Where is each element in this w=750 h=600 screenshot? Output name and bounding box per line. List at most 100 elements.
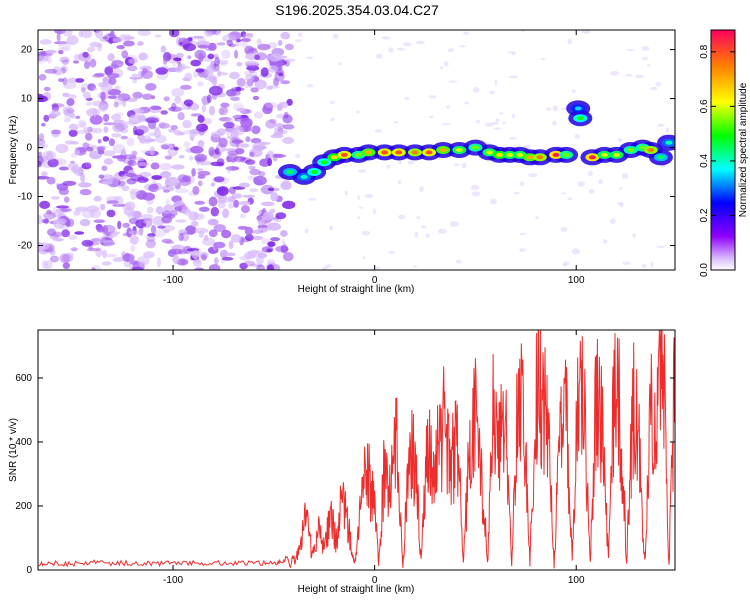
colorbar-label: Normalized spectral amplitude xyxy=(738,82,749,217)
noise-blob xyxy=(149,146,155,156)
noise-blob xyxy=(242,194,256,198)
noise-blob xyxy=(52,231,62,238)
noise-blob xyxy=(278,72,284,77)
noise-blob xyxy=(145,83,157,91)
noise-blob xyxy=(128,114,142,125)
noise-blob xyxy=(126,178,137,185)
signal-peak xyxy=(355,152,362,157)
noise-blob xyxy=(275,123,284,128)
noise-blob xyxy=(182,43,197,52)
noise-blob xyxy=(92,87,98,92)
noise-blob xyxy=(490,198,497,205)
noise-blob xyxy=(187,55,192,60)
noise-blob xyxy=(161,238,173,244)
noise-blob xyxy=(126,97,138,103)
noise-blob xyxy=(75,206,88,212)
noise-blob xyxy=(169,30,180,38)
noise-blob xyxy=(112,257,126,262)
noise-blob xyxy=(92,74,105,78)
noise-blob xyxy=(163,204,177,212)
noise-blob xyxy=(81,30,93,39)
noise-blob xyxy=(622,261,631,265)
noise-blob xyxy=(160,143,173,150)
noise-blob xyxy=(174,107,182,111)
noise-blob xyxy=(75,115,81,119)
noise-blob xyxy=(439,66,444,70)
noise-blob xyxy=(268,65,279,73)
noise-blob xyxy=(502,121,507,125)
noise-blob xyxy=(56,32,61,42)
noise-blob xyxy=(103,126,109,133)
noise-blob xyxy=(80,173,86,183)
noise-blob xyxy=(267,187,274,191)
noise-blob xyxy=(172,59,177,67)
noise-blob xyxy=(252,95,260,101)
noise-blob xyxy=(178,154,185,159)
noise-blob xyxy=(206,94,212,103)
noise-blob xyxy=(101,261,112,266)
noise-blob xyxy=(42,150,57,161)
noise-blob xyxy=(135,125,149,134)
noise-blob xyxy=(207,42,217,51)
noise-blob xyxy=(162,57,168,65)
noise-blob xyxy=(428,95,437,99)
noise-blob xyxy=(107,95,118,100)
noise-blob xyxy=(257,43,271,51)
noise-blob xyxy=(213,53,219,60)
noise-blob xyxy=(519,248,526,252)
noise-blob xyxy=(163,189,170,193)
noise-blob xyxy=(386,164,391,169)
noise-blob xyxy=(213,224,226,233)
noise-blob xyxy=(163,96,170,102)
noise-blob xyxy=(387,251,396,254)
noise-blob xyxy=(68,234,78,241)
signal-peak xyxy=(627,148,635,152)
noise-blob xyxy=(218,201,226,209)
noise-blob xyxy=(207,218,219,226)
signal-peak xyxy=(455,148,463,152)
noise-blob xyxy=(161,185,175,192)
noise-blob xyxy=(236,77,246,87)
noise-blob xyxy=(563,261,570,266)
noise-blob xyxy=(232,114,246,120)
noise-blob xyxy=(416,216,420,220)
noise-blob xyxy=(51,129,61,138)
noise-blob xyxy=(221,229,232,239)
noise-blob xyxy=(267,222,281,231)
noise-blob xyxy=(240,31,247,38)
noise-blob xyxy=(70,141,79,145)
colorbar-tick-label: 0.8 xyxy=(699,44,710,58)
noise-blob xyxy=(273,219,282,223)
noise-blob xyxy=(499,112,504,115)
noise-blob xyxy=(324,264,332,268)
noise-blob xyxy=(131,73,139,78)
noise-blob xyxy=(157,225,166,229)
noise-blob xyxy=(111,133,122,138)
noise-blob xyxy=(154,34,162,38)
noise-blob xyxy=(97,139,102,144)
noise-blob xyxy=(372,208,376,215)
noise-blob xyxy=(240,38,251,43)
noise-blob xyxy=(117,155,127,162)
noise-blob xyxy=(85,101,93,106)
noise-blob xyxy=(236,62,243,67)
signal-peak xyxy=(552,152,560,157)
signal-peak xyxy=(330,155,338,160)
noise-blob xyxy=(230,96,241,102)
noise-blob xyxy=(625,48,635,52)
noise-blob xyxy=(552,120,557,126)
signal-peak xyxy=(665,140,673,145)
noise-blob xyxy=(329,225,334,231)
noise-blob xyxy=(68,123,79,131)
noise-blob xyxy=(332,33,339,40)
noise-blob xyxy=(249,69,255,74)
noise-blob xyxy=(216,42,226,46)
noise-blob xyxy=(62,77,68,86)
noise-blob xyxy=(338,62,342,66)
noise-blob xyxy=(195,68,205,73)
noise-blob xyxy=(129,235,139,245)
noise-blob xyxy=(108,138,115,147)
noise-blob xyxy=(588,188,595,194)
noise-blob xyxy=(183,141,191,148)
noise-blob xyxy=(190,145,204,154)
